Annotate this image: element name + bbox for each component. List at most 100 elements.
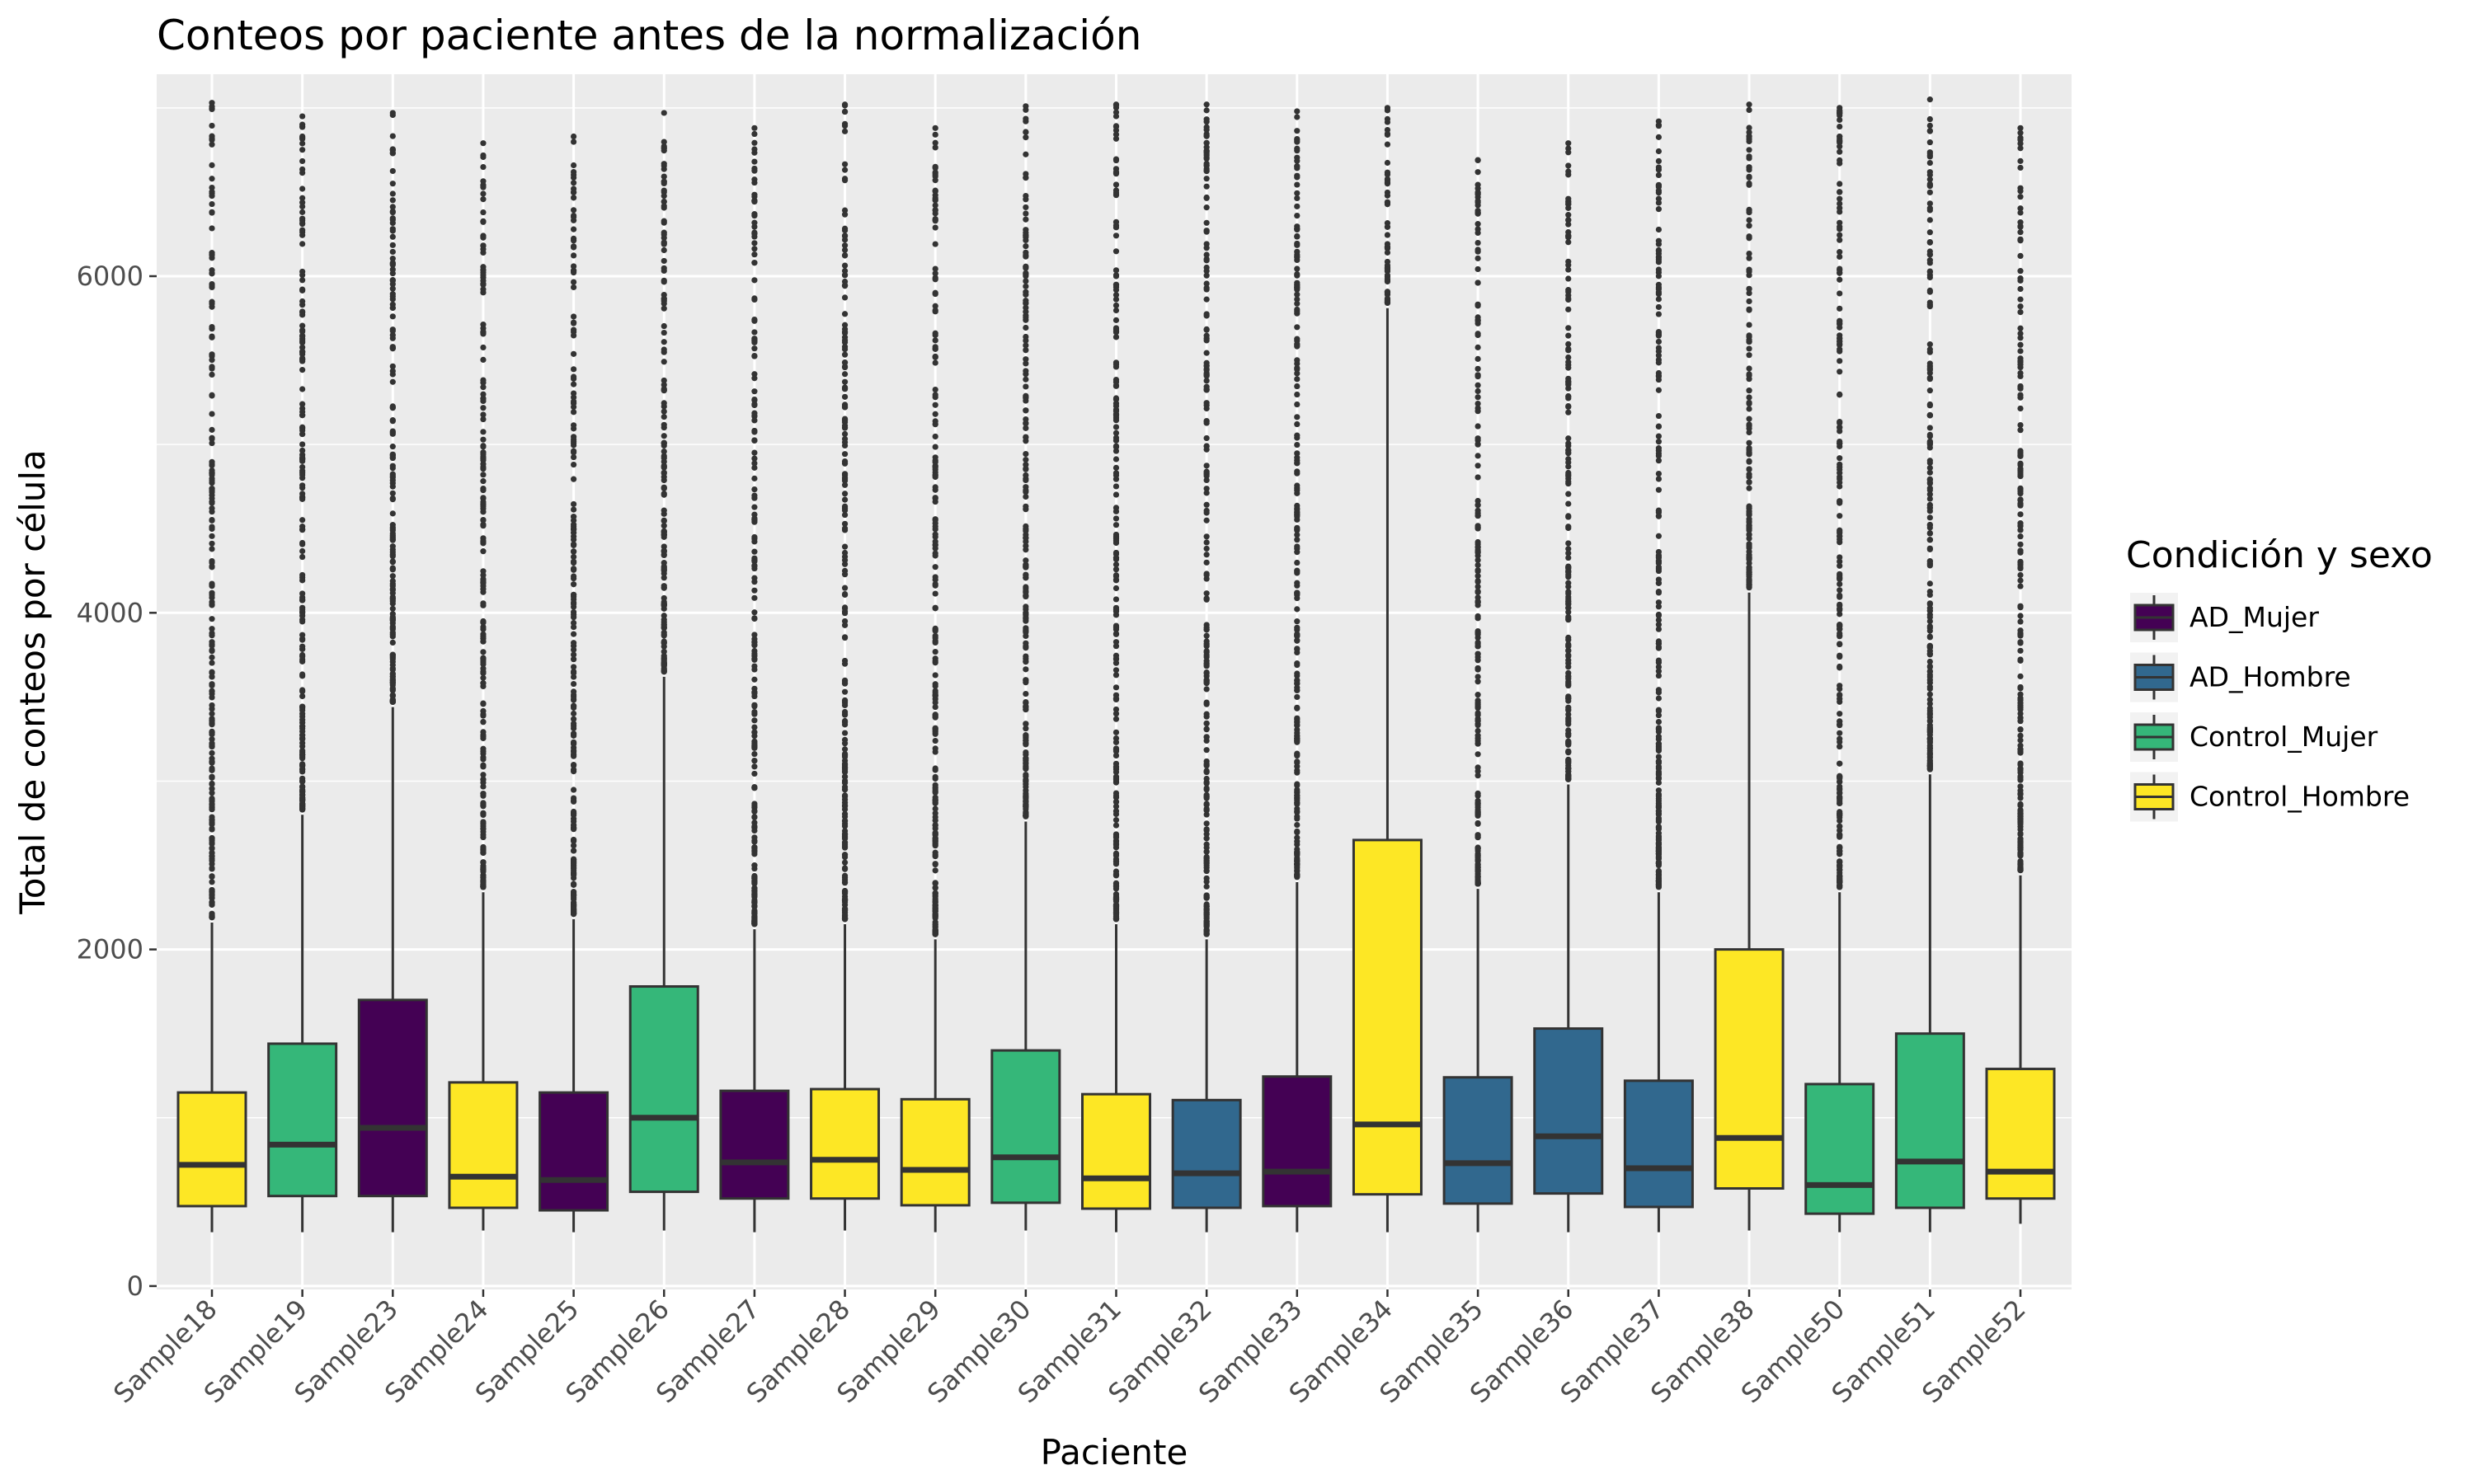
outlier-point (1112, 851, 1120, 857)
outlier-point (209, 648, 215, 655)
outlier-point (299, 688, 306, 695)
outlier-point (1926, 431, 1933, 438)
outlier-point (751, 353, 758, 359)
outlier-point (1565, 171, 1572, 178)
outlier-point (571, 168, 577, 176)
outlier-point (751, 277, 758, 284)
outlier-point (1746, 217, 1752, 223)
outlier-point (1655, 839, 1662, 847)
outlier-point (1294, 632, 1300, 638)
outlier-point (571, 553, 577, 560)
outlier-point (1112, 131, 1120, 138)
outlier-point (1565, 395, 1572, 402)
outlier-point (1746, 552, 1752, 558)
outlier-point (299, 470, 306, 477)
outlier-point (1746, 425, 1752, 432)
box-sample18 (176, 100, 247, 1233)
outlier-point (1655, 445, 1662, 452)
outlier-point (1837, 138, 1843, 144)
outlier-point (841, 101, 849, 108)
outlier-point (209, 736, 215, 743)
outlier-point (751, 139, 758, 146)
outlier-point (841, 430, 849, 437)
outlier-point (841, 549, 849, 556)
outlier-point (389, 490, 396, 496)
outlier-point (932, 454, 938, 461)
outlier-point (480, 776, 487, 783)
outlier-point (480, 391, 487, 397)
outlier-point (1655, 284, 1662, 291)
outlier-point (661, 601, 667, 608)
outlier-point (1294, 543, 1300, 550)
outlier-point (841, 371, 849, 378)
outlier-point (389, 256, 396, 262)
outlier-point (1112, 396, 1120, 402)
outlier-point (299, 209, 306, 215)
outlier-point (1294, 291, 1300, 298)
outlier-point (1023, 813, 1029, 819)
outlier-point (841, 760, 849, 767)
box-body (1352, 838, 1423, 1196)
outlier-point (1655, 471, 1662, 477)
outlier-point (1203, 183, 1210, 190)
outlier-point (1837, 587, 1843, 594)
box-body (1623, 1079, 1694, 1209)
outlier-point (480, 843, 487, 851)
outlier-point (571, 669, 577, 676)
outlier-point (209, 371, 215, 378)
outlier-point (480, 665, 487, 672)
outlier-point (751, 848, 758, 854)
outlier-points (841, 101, 849, 923)
outlier-point (571, 703, 577, 710)
outlier-point (1112, 296, 1120, 303)
outlier-point (1746, 332, 1752, 339)
outlier-point (841, 242, 849, 249)
outlier-point (1746, 101, 1752, 108)
outlier-point (1294, 300, 1300, 307)
outlier-point (1203, 878, 1210, 885)
outlier-point (1837, 843, 1843, 850)
outlier-point (571, 697, 577, 703)
outlier-point (571, 449, 577, 456)
outlier-points (1746, 101, 1752, 591)
outlier-point (571, 366, 577, 373)
outlier-point (1203, 402, 1210, 409)
outlier-point (389, 651, 396, 659)
outlier-point (389, 233, 396, 240)
outlier-point (1023, 232, 1029, 238)
outlier-point (571, 600, 577, 608)
outlier-point (1112, 608, 1120, 615)
outlier-point (299, 268, 306, 275)
outlier-point (841, 458, 849, 465)
outlier-point (661, 448, 667, 455)
outlier-point (1475, 199, 1481, 206)
outlier-point (1565, 435, 1572, 442)
outlier-point (841, 403, 849, 411)
outlier-point (1565, 332, 1572, 339)
outlier-point (571, 594, 577, 600)
outlier-point (389, 463, 396, 469)
outlier-point (209, 564, 215, 571)
outlier-point (1655, 439, 1662, 445)
outlier-point (1926, 159, 1933, 167)
outlier-point (299, 232, 306, 238)
outlier-point (1655, 644, 1662, 650)
outlier-point (1112, 555, 1120, 561)
outlier-point (480, 649, 487, 655)
outlier-point (1746, 306, 1752, 312)
outlier-point (1112, 768, 1120, 775)
box-sample36 (1533, 140, 1604, 1233)
box-series (176, 96, 2056, 1233)
outlier-point (1023, 603, 1029, 610)
outlier-point (2017, 541, 2024, 547)
outlier-point (1203, 383, 1210, 390)
outlier-point (2017, 209, 2024, 216)
outlier-point (1203, 219, 1210, 226)
outlier-point (299, 463, 306, 471)
outlier-point (932, 303, 938, 309)
outlier-point (1837, 253, 1843, 261)
outlier-point (841, 852, 849, 858)
outlier-point (1746, 479, 1752, 486)
outlier-point (1023, 585, 1029, 592)
outlier-point (1475, 588, 1481, 594)
